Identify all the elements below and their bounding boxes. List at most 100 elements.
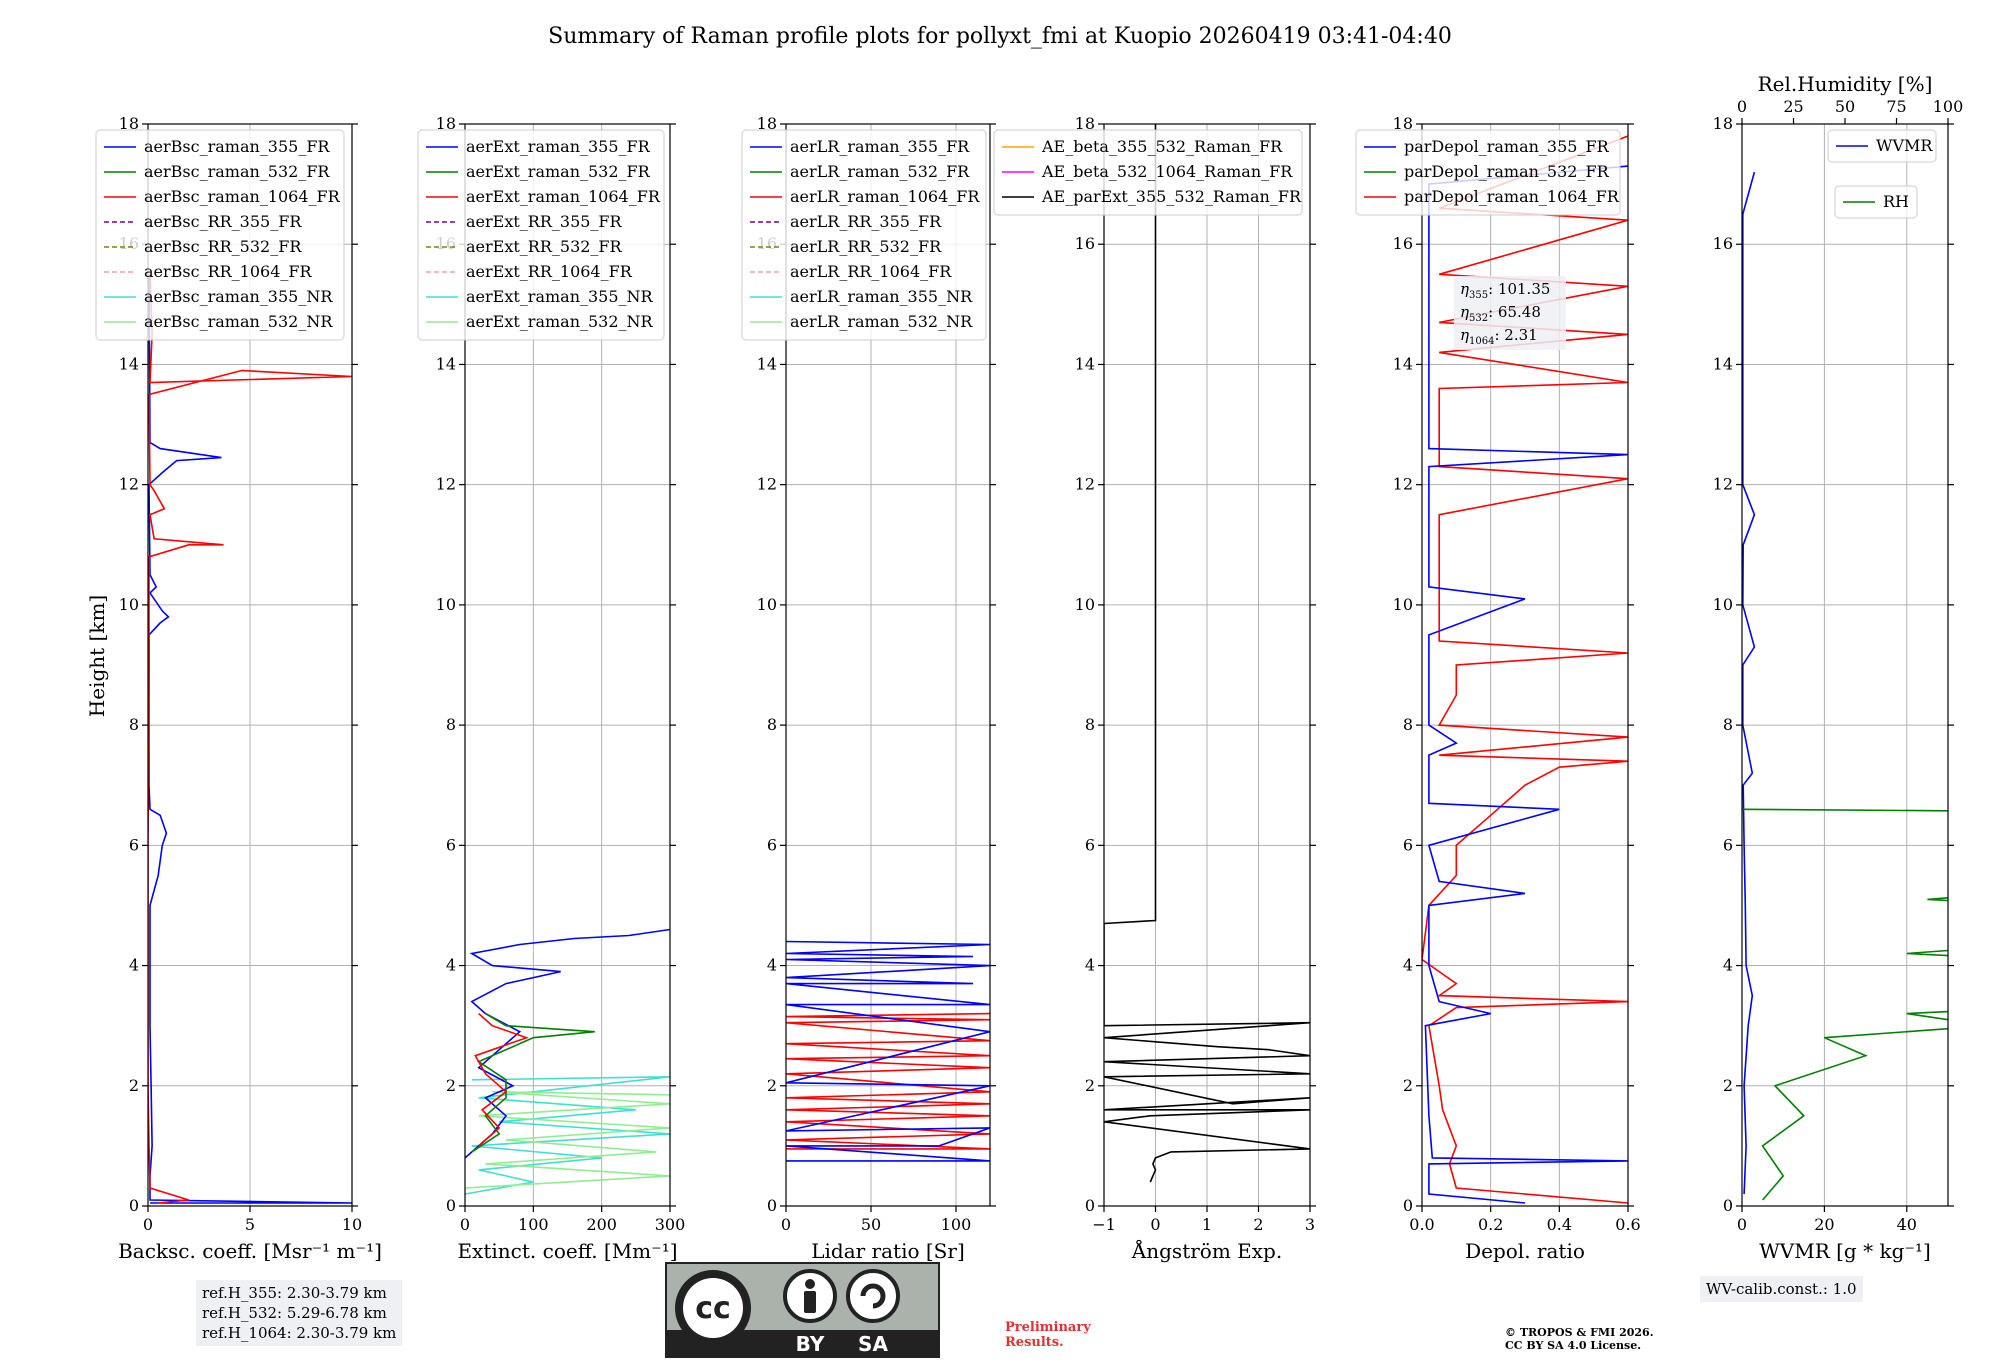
legend-box: [417, 129, 665, 341]
series-line-aerExt_raman_1064_FR: [474, 1013, 529, 1147]
y-tick-label: 6: [767, 835, 777, 854]
x-tick-label: 0: [460, 1215, 470, 1234]
x-tick-label: 0: [1150, 1215, 1160, 1234]
preliminary-line-2: Results.: [1005, 1335, 1064, 1350]
figure-title: Summary of Raman profile plots for polly…: [548, 24, 1452, 49]
cc-license-badge: cc BY SA: [665, 1262, 940, 1358]
legend-box: [1834, 185, 1918, 219]
legend-box: [993, 129, 1303, 216]
x-axis-label: Lidar ratio [Sr]: [811, 1239, 965, 1263]
x-axis-label: Depol. ratio: [1465, 1239, 1585, 1263]
y-tick-label: 0: [446, 1196, 456, 1215]
y-tick-label: 12: [757, 475, 777, 494]
x-tick-label: 100: [941, 1215, 972, 1234]
legend: aerBsc_raman_355_FR aerBsc_raman_532_FRae…: [95, 129, 345, 341]
legend-label: aerLR_raman_532_NR: [790, 312, 973, 331]
y-tick-label: 18: [1713, 114, 1733, 133]
y-tick-label: 4: [1403, 956, 1413, 975]
y-tick-label: 18: [757, 114, 777, 133]
y-tick-label: 12: [1713, 475, 1733, 494]
y-tick-label: 2: [446, 1076, 456, 1095]
legend-label: AE_parExt_355_532_Raman_FR: [1041, 187, 1302, 206]
legend-label: aerBsc_raman_532_FR: [144, 162, 330, 181]
x-tick-label: 0.6: [1615, 1215, 1640, 1234]
x-tick-label: 100: [518, 1215, 549, 1234]
y-tick-label: 0: [1723, 1196, 1733, 1215]
y-tick-label: 4: [767, 956, 777, 975]
axes-frame: [785, 123, 991, 1207]
legend-label: aerLR_RR_355_FR: [790, 212, 942, 231]
y-tick-label: 10: [1075, 595, 1095, 614]
y-tick-label: 2: [1403, 1076, 1413, 1095]
legend-label: aerBsc_raman_1064_FR: [144, 187, 341, 206]
series-line-aerExt_raman_532_FR: [471, 1012, 595, 1153]
legend-label: aerExt_raman_355_NR: [466, 287, 654, 306]
panel-depol: 0 2 4 6 8 10 12 14 16 18 0.0 0.2 0.4 0.6 Depol. ratio p…: [1355, 114, 1641, 1263]
x-tick-label: 50: [861, 1215, 881, 1234]
copyright-line-2: CC BY SA 4.0 License.: [1505, 1339, 1642, 1352]
y-tick-label: 10: [757, 595, 777, 614]
y-tick-label: 8: [1723, 715, 1733, 734]
y-tick-label: 2: [1723, 1076, 1733, 1095]
preliminary-line-1: Preliminary: [1005, 1320, 1091, 1335]
ref-h-1064: ref.H_1064: 2.30-3.79 km: [202, 1324, 397, 1342]
y-tick-label: 14: [1075, 354, 1095, 373]
eta-box: [1454, 276, 1566, 350]
legend-label: aerBsc_raman_355_NR: [144, 287, 333, 306]
series-line-aerLR_raman_1064_FR: [786, 1012, 990, 1150]
series-line-RH: [1742, 808, 1948, 1201]
legend-label: aerLR_raman_1064_FR: [790, 187, 980, 206]
series-line-WVMR: [1742, 171, 1756, 1195]
cc-logo-icon: [683, 1278, 743, 1338]
y-tick-label: 0: [129, 1196, 139, 1215]
top-axis-label: Rel.Humidity [%]: [1758, 72, 1933, 96]
x-tick-label: 300: [655, 1215, 686, 1234]
legend-label: aerExt_raman_1064_FR: [466, 187, 661, 206]
legend-label: aerExt_RR_1064_FR: [466, 262, 633, 281]
x-axis-label: Extinct. coeff. [Mm⁻¹]: [457, 1239, 677, 1263]
x-tick-label: 0.2: [1478, 1215, 1503, 1234]
legend: WVMR RH: [1827, 129, 1937, 219]
x-tick-label: 0: [781, 1215, 791, 1234]
legend: parDepol_raman_355_FR parDepol_raman_532_…: [1355, 129, 1621, 216]
x-tick-label: 200: [586, 1215, 617, 1234]
series-line-aerLR_raman_355_FR: [786, 940, 990, 1162]
y-tick-label: 6: [1403, 835, 1413, 854]
legend-box: [1827, 129, 1937, 163]
share-alike-icon: [846, 1269, 900, 1323]
y-tick-label: 14: [436, 354, 456, 373]
legend-label: aerExt_raman_532_FR: [466, 162, 651, 181]
series-line-aerExt_raman_355_FR: [465, 928, 670, 1159]
y-tick-label: 12: [119, 475, 139, 494]
x-tick-label: 0: [1737, 1215, 1747, 1234]
y-tick-label: 4: [129, 956, 139, 975]
reference-height-box: ref.H_355: 2.30-3.79 km ref.H_532: 5.29-…: [196, 1280, 403, 1346]
top-x-tick-label: 0: [1737, 97, 1747, 116]
x-tick-label: 0.4: [1547, 1215, 1572, 1234]
x-tick-label: 2: [1253, 1215, 1263, 1234]
cc-logo-text: cc: [695, 1291, 731, 1326]
legend-label: aerBsc_RR_355_FR: [144, 212, 302, 231]
legend-label: aerExt_raman_355_FR: [466, 137, 651, 156]
legend-label: parDepol_raman_355_FR: [1404, 137, 1610, 156]
y-tick-label: 18: [1393, 114, 1413, 133]
y-tick-label: 0: [1085, 1196, 1095, 1215]
x-tick-label: 0: [143, 1215, 153, 1234]
legend-label: RH: [1883, 192, 1909, 211]
legend-label: aerBsc_raman_532_NR: [144, 312, 333, 331]
legend-label: WVMR: [1876, 136, 1933, 155]
attribution-icon-head: [805, 1279, 815, 1289]
by-label: BY: [796, 1332, 825, 1356]
ref-h-532: ref.H_532: 5.29-6.78 km: [202, 1304, 387, 1322]
y-tick-label: 8: [446, 715, 456, 734]
legend-label: aerExt_RR_355_FR: [466, 212, 623, 231]
legend-label: AE_beta_355_532_Raman_FR: [1041, 137, 1283, 156]
x-tick-label: 3: [1305, 1215, 1315, 1234]
y-tick-label: 4: [446, 956, 456, 975]
y-tick-label: 12: [1075, 475, 1095, 494]
series-line-parDepol_raman_355_FR: [1424, 165, 1628, 1204]
ref-h-355: ref.H_355: 2.30-3.79 km: [202, 1284, 387, 1302]
copyright-line-1: © TROPOS & FMI 2026.: [1505, 1326, 1654, 1339]
